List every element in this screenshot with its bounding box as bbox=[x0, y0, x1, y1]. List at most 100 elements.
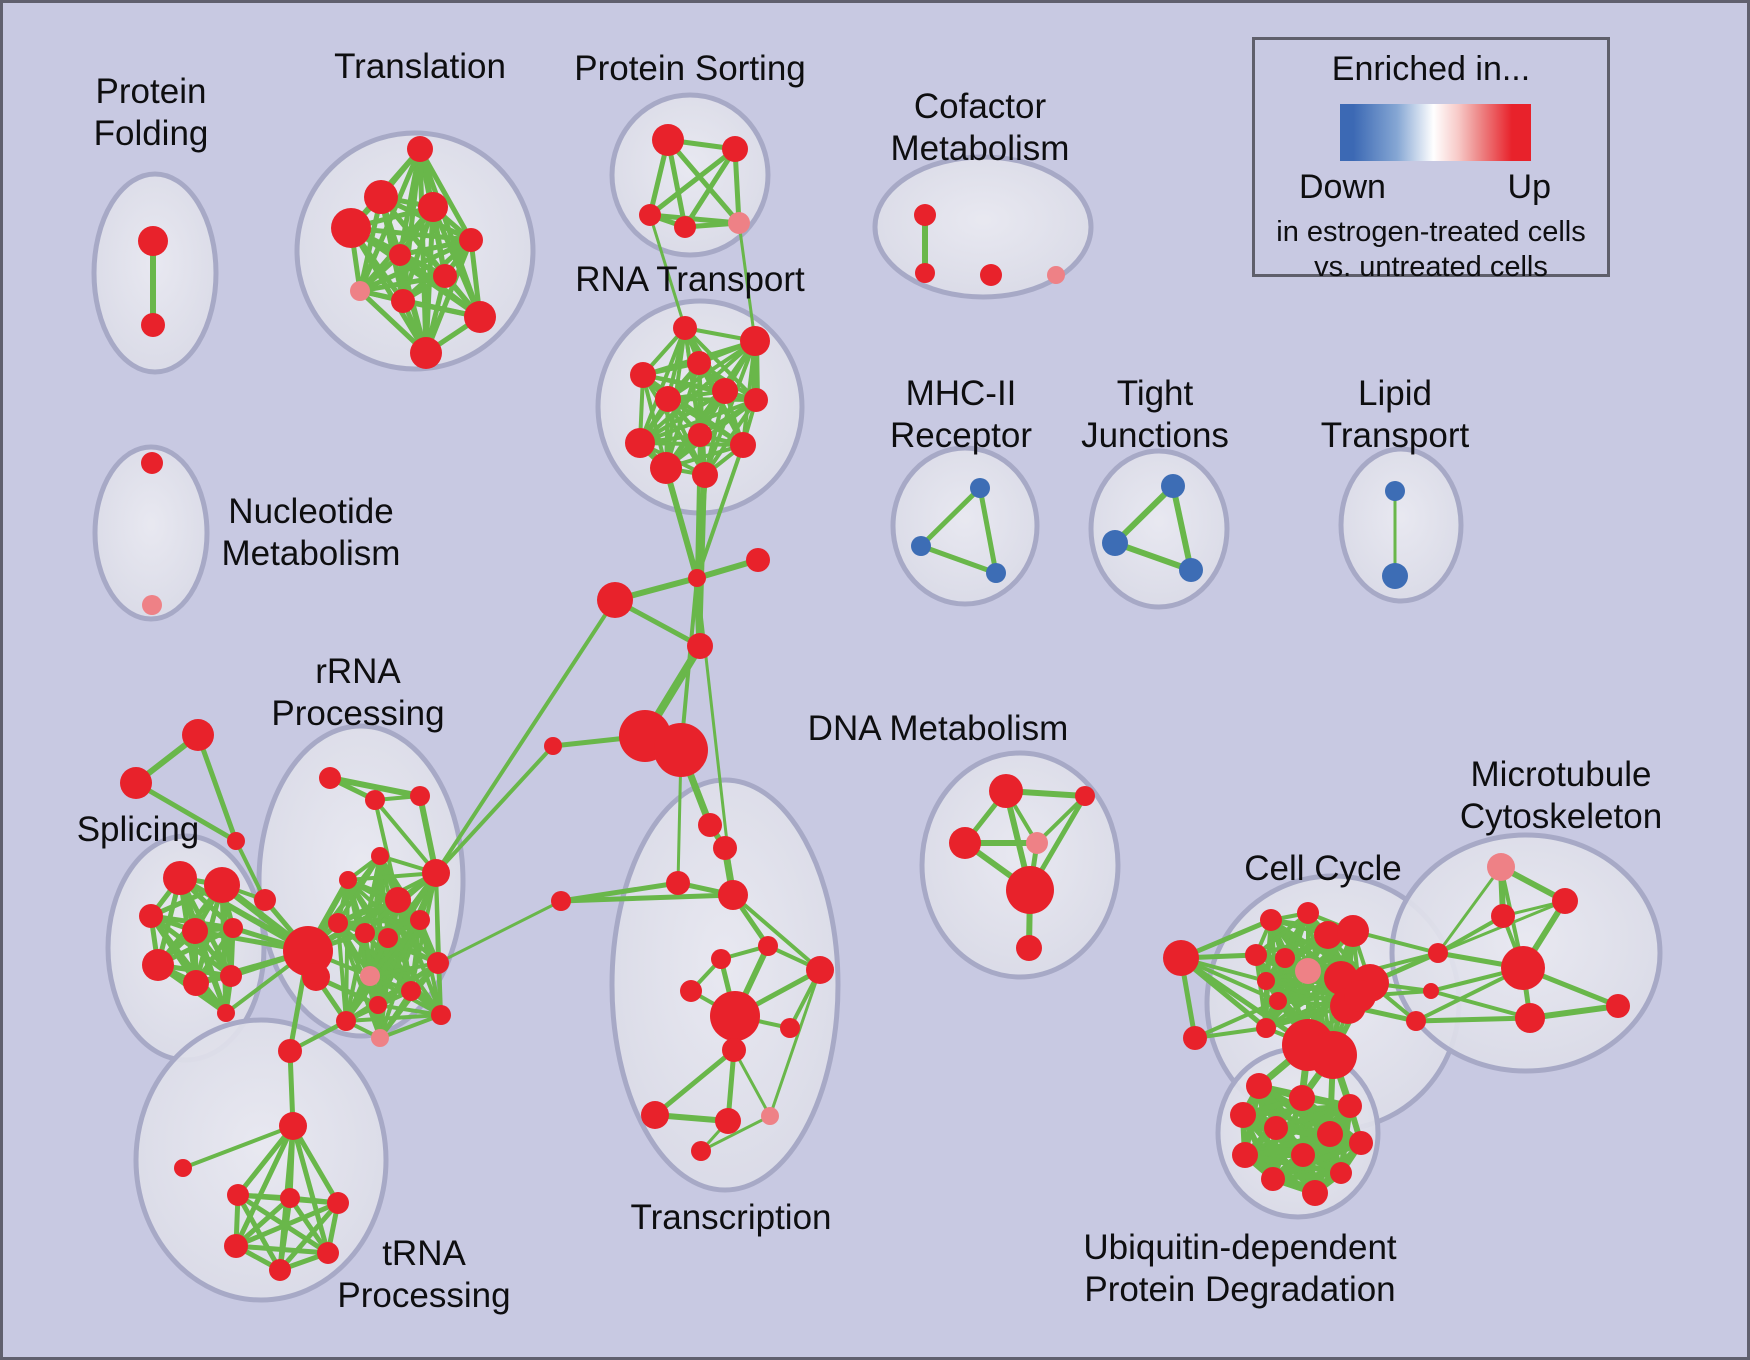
network-node-u9[interactable] bbox=[1349, 1131, 1373, 1155]
network-node-r19[interactable] bbox=[278, 1039, 302, 1063]
network-node-m1[interactable] bbox=[1487, 853, 1515, 881]
network-node-u6[interactable] bbox=[1317, 1121, 1343, 1147]
network-node-tj3[interactable] bbox=[1179, 558, 1203, 582]
network-node-b2[interactable] bbox=[1423, 983, 1439, 999]
network-node-x11[interactable] bbox=[780, 1018, 800, 1038]
network-node-cf3[interactable] bbox=[980, 264, 1002, 286]
network-node-mh3[interactable] bbox=[986, 563, 1006, 583]
network-node-t4[interactable] bbox=[331, 208, 371, 248]
network-node-sp_t2[interactable] bbox=[120, 767, 152, 799]
network-node-ch3[interactable] bbox=[597, 582, 633, 618]
network-node-sp_t1[interactable] bbox=[182, 719, 214, 751]
network-node-c12[interactable] bbox=[1257, 972, 1275, 990]
network-node-hub2[interactable] bbox=[302, 963, 330, 991]
network-node-pf1[interactable] bbox=[138, 226, 168, 256]
network-node-c5[interactable] bbox=[1314, 921, 1342, 949]
network-node-tj2[interactable] bbox=[1102, 530, 1128, 556]
network-node-d6[interactable] bbox=[1016, 935, 1042, 961]
network-node-mh1[interactable] bbox=[970, 478, 990, 498]
network-node-s3[interactable] bbox=[139, 904, 163, 928]
network-node-x15[interactable] bbox=[761, 1107, 779, 1125]
network-node-hub[interactable] bbox=[283, 926, 333, 976]
network-node-s2[interactable] bbox=[204, 867, 240, 903]
network-node-mh2[interactable] bbox=[911, 536, 931, 556]
network-node-u7[interactable] bbox=[1232, 1142, 1258, 1168]
network-node-u8[interactable] bbox=[1291, 1143, 1315, 1167]
network-node-ps5[interactable] bbox=[728, 212, 750, 234]
network-node-ps3[interactable] bbox=[639, 204, 661, 226]
network-node-u11[interactable] bbox=[1330, 1162, 1352, 1184]
network-node-u12[interactable] bbox=[1302, 1180, 1328, 1206]
network-node-t10[interactable] bbox=[464, 301, 496, 333]
network-node-c9[interactable] bbox=[1295, 958, 1321, 984]
network-node-c8[interactable] bbox=[1275, 948, 1295, 968]
network-node-r17[interactable] bbox=[431, 1005, 451, 1025]
network-node-tn4[interactable] bbox=[224, 1234, 248, 1258]
network-node-m6[interactable] bbox=[1606, 994, 1630, 1018]
network-node-s4[interactable] bbox=[182, 918, 208, 944]
network-node-tn2[interactable] bbox=[280, 1188, 300, 1208]
network-node-r4[interactable] bbox=[371, 847, 389, 865]
network-node-t3[interactable] bbox=[418, 192, 448, 222]
network-node-c4[interactable] bbox=[1297, 902, 1319, 924]
network-node-r18[interactable] bbox=[371, 1029, 389, 1047]
network-node-x16[interactable] bbox=[691, 1141, 711, 1161]
network-node-s1[interactable] bbox=[163, 861, 197, 895]
network-node-b3[interactable] bbox=[1406, 1011, 1426, 1031]
network-node-m5[interactable] bbox=[1515, 1003, 1545, 1033]
network-node-r1[interactable] bbox=[319, 767, 341, 789]
network-node-r8[interactable] bbox=[328, 913, 348, 933]
network-node-u5[interactable] bbox=[1264, 1116, 1288, 1140]
network-node-c16[interactable] bbox=[1256, 1018, 1276, 1038]
network-node-tn_lone[interactable] bbox=[174, 1159, 192, 1177]
network-node-m4[interactable] bbox=[1501, 946, 1545, 990]
network-node-tn3[interactable] bbox=[327, 1192, 349, 1214]
network-node-rt12[interactable] bbox=[692, 462, 718, 488]
network-node-b1[interactable] bbox=[1428, 943, 1448, 963]
network-node-t11[interactable] bbox=[410, 337, 442, 369]
network-node-u2[interactable] bbox=[1289, 1085, 1315, 1111]
network-node-r12[interactable] bbox=[360, 966, 380, 986]
network-node-u3[interactable] bbox=[1338, 1094, 1362, 1118]
network-node-t2[interactable] bbox=[364, 180, 398, 214]
network-node-c15[interactable] bbox=[1344, 980, 1376, 1012]
network-node-rt8[interactable] bbox=[625, 428, 655, 458]
network-node-ch5[interactable] bbox=[544, 737, 562, 755]
network-node-s8[interactable] bbox=[220, 965, 242, 987]
network-node-u4[interactable] bbox=[1230, 1102, 1256, 1128]
network-node-s7[interactable] bbox=[183, 970, 209, 996]
network-node-c2[interactable] bbox=[1183, 1026, 1207, 1050]
network-node-rt7[interactable] bbox=[744, 388, 768, 412]
network-node-rt11[interactable] bbox=[650, 452, 682, 484]
network-node-t5[interactable] bbox=[459, 228, 483, 252]
network-node-x5[interactable] bbox=[551, 891, 571, 911]
network-node-t7[interactable] bbox=[433, 264, 457, 288]
network-node-x1[interactable] bbox=[698, 813, 722, 837]
network-node-ch4[interactable] bbox=[687, 633, 713, 659]
network-node-t9[interactable] bbox=[391, 289, 415, 313]
network-node-d1[interactable] bbox=[989, 774, 1023, 808]
network-node-r9[interactable] bbox=[355, 923, 375, 943]
network-node-r3[interactable] bbox=[410, 786, 430, 806]
network-node-rt1[interactable] bbox=[673, 316, 697, 340]
network-node-r10[interactable] bbox=[378, 928, 398, 948]
network-node-c7[interactable] bbox=[1245, 944, 1267, 966]
network-node-t6[interactable] bbox=[389, 244, 411, 266]
network-node-x9[interactable] bbox=[680, 980, 702, 1002]
network-node-s6[interactable] bbox=[142, 949, 174, 981]
network-node-ps4[interactable] bbox=[674, 216, 696, 238]
network-node-r14[interactable] bbox=[401, 981, 421, 1001]
network-node-r11[interactable] bbox=[410, 910, 430, 930]
network-node-d2[interactable] bbox=[1075, 786, 1095, 806]
network-node-m3[interactable] bbox=[1491, 904, 1515, 928]
network-node-lt2[interactable] bbox=[1382, 563, 1408, 589]
network-node-u1[interactable] bbox=[1246, 1073, 1272, 1099]
network-node-d5[interactable] bbox=[1006, 866, 1054, 914]
network-node-x12[interactable] bbox=[722, 1038, 746, 1062]
network-node-c_far[interactable] bbox=[1163, 940, 1199, 976]
network-node-tn_hub[interactable] bbox=[279, 1112, 307, 1140]
network-node-ps2[interactable] bbox=[722, 136, 748, 162]
network-node-tj1[interactable] bbox=[1161, 474, 1185, 498]
network-node-r5[interactable] bbox=[422, 859, 450, 887]
network-node-nm1[interactable] bbox=[141, 452, 163, 474]
